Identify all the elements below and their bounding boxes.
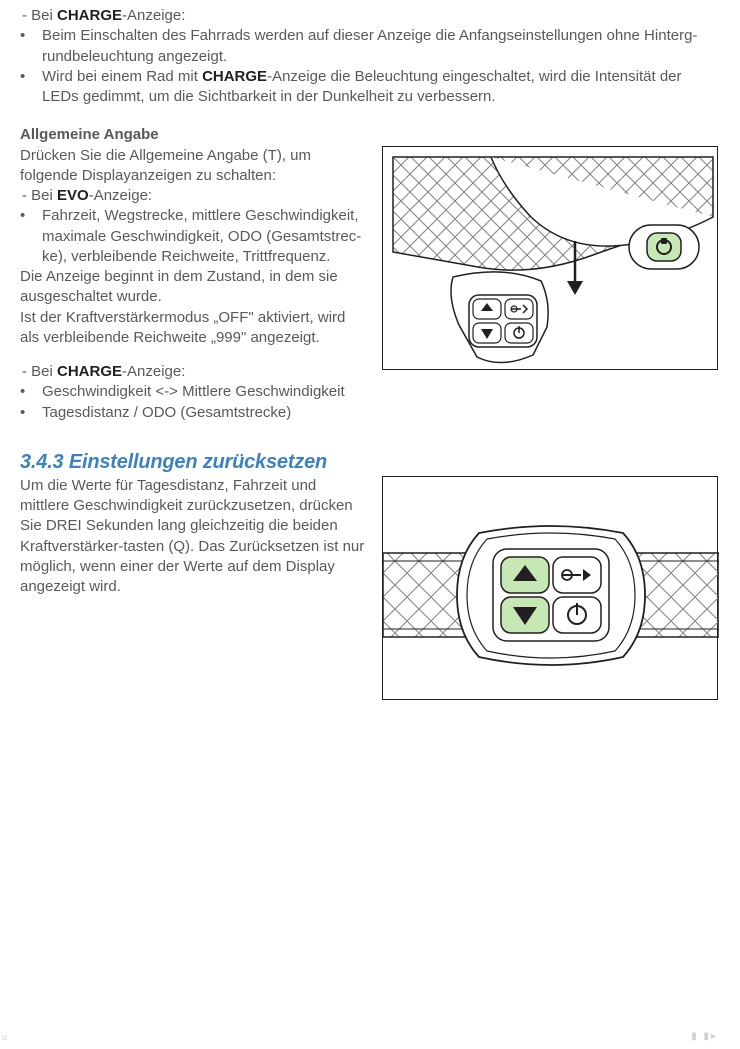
control-pod-svg bbox=[383, 477, 719, 701]
para: Die Anzeige beginnt in dem Zustand, in d… bbox=[20, 267, 368, 308]
charge-dash-line: - Bei CHARGE-Anzeige: bbox=[20, 6, 718, 26]
txt: - Bei bbox=[22, 7, 57, 24]
allgemeine-image-col bbox=[382, 146, 718, 423]
txt: -Anzeige: bbox=[122, 363, 185, 380]
bullet-text: Tagesdistanz / ODO (Gesamtstrecke) bbox=[42, 403, 368, 423]
evo-line: - Bei EVO-Anzeige: bbox=[20, 186, 368, 206]
diagram-display-unit bbox=[382, 146, 718, 370]
charge-section: - Bei CHARGE-Anzeige: •Beim Einschalten … bbox=[20, 6, 718, 107]
list-item: •Fahrzeit, Wegstrecke, mittlere Geschwin… bbox=[20, 206, 368, 267]
list-item: •Tagesdistanz / ODO (Gesamtstrecke) bbox=[20, 403, 368, 423]
list-item: •Beim Einschalten des Fahrrads werden au… bbox=[20, 26, 718, 67]
evo-bold: EVO bbox=[57, 187, 89, 204]
allgemeine-intro: Drücken Sie die Allgemeine Angabe (T), u… bbox=[20, 146, 368, 187]
allgemeine-text-col: Drücken Sie die Allgemeine Angabe (T), u… bbox=[20, 146, 368, 423]
list-item: •Geschwindigkeit <-> Mittlere Geschwindi… bbox=[20, 382, 368, 402]
txt: - Bei bbox=[22, 363, 57, 380]
bullet-icon: • bbox=[20, 206, 42, 267]
allgemeine-row: Drücken Sie die Allgemeine Angabe (T), u… bbox=[20, 146, 718, 423]
footer-right-marks: ▮ ▮▸ bbox=[691, 1030, 718, 1044]
bullet-icon: • bbox=[20, 67, 42, 108]
txt: - Bei bbox=[22, 187, 57, 204]
diagram-control-pod bbox=[382, 476, 718, 700]
bullet-text: Fahrzeit, Wegstrecke, mittlere Geschwind… bbox=[42, 206, 368, 267]
charge2-line: - Bei CHARGE-Anzeige: bbox=[20, 362, 368, 382]
bullet-text: Wird bei einem Rad mit CHARGE-Anzeige di… bbox=[42, 67, 718, 108]
evo-bullets: •Fahrzeit, Wegstrecke, mittlere Geschwin… bbox=[20, 206, 368, 267]
charge2-bullets: •Geschwindigkeit <-> Mittlere Geschwindi… bbox=[20, 382, 368, 423]
reset-heading: 3.4.3 Einstellungen zurücksetzen bbox=[20, 449, 718, 476]
txt: -Anzeige: bbox=[122, 7, 185, 24]
bullet-text: Geschwindigkeit <-> Mittlere Geschwindig… bbox=[42, 382, 368, 402]
list-item: •Wird bei einem Rad mit CHARGE-Anzeige d… bbox=[20, 67, 718, 108]
display-unit-svg bbox=[383, 147, 719, 371]
reset-body: Um die Werte für Tagesdistanz, Fahrzeit … bbox=[20, 476, 368, 598]
bullet-text: Beim Einschalten des Fahrrads werden auf… bbox=[42, 26, 718, 67]
spacer bbox=[20, 348, 368, 362]
reset-row: Um die Werte für Tagesdistanz, Fahrzeit … bbox=[20, 476, 718, 700]
reset-image-col bbox=[382, 476, 718, 700]
bullet-icon: • bbox=[20, 382, 42, 402]
charge-bold: CHARGE bbox=[57, 7, 122, 24]
bullet-icon: • bbox=[20, 403, 42, 423]
bullet-icon: • bbox=[20, 26, 42, 67]
para: Ist der Kraftverstärkermodus „OFF" aktiv… bbox=[20, 308, 368, 349]
reset-text-col: Um die Werte für Tagesdistanz, Fahrzeit … bbox=[20, 476, 368, 700]
footer-left-mark: u bbox=[2, 1031, 7, 1043]
txt: -Anzeige: bbox=[89, 187, 152, 204]
charge2-bold: CHARGE bbox=[57, 363, 122, 380]
charge-bullets: •Beim Einschalten des Fahrrads werden au… bbox=[20, 26, 718, 107]
allgemeine-heading: Allgemeine Angabe bbox=[20, 125, 718, 145]
